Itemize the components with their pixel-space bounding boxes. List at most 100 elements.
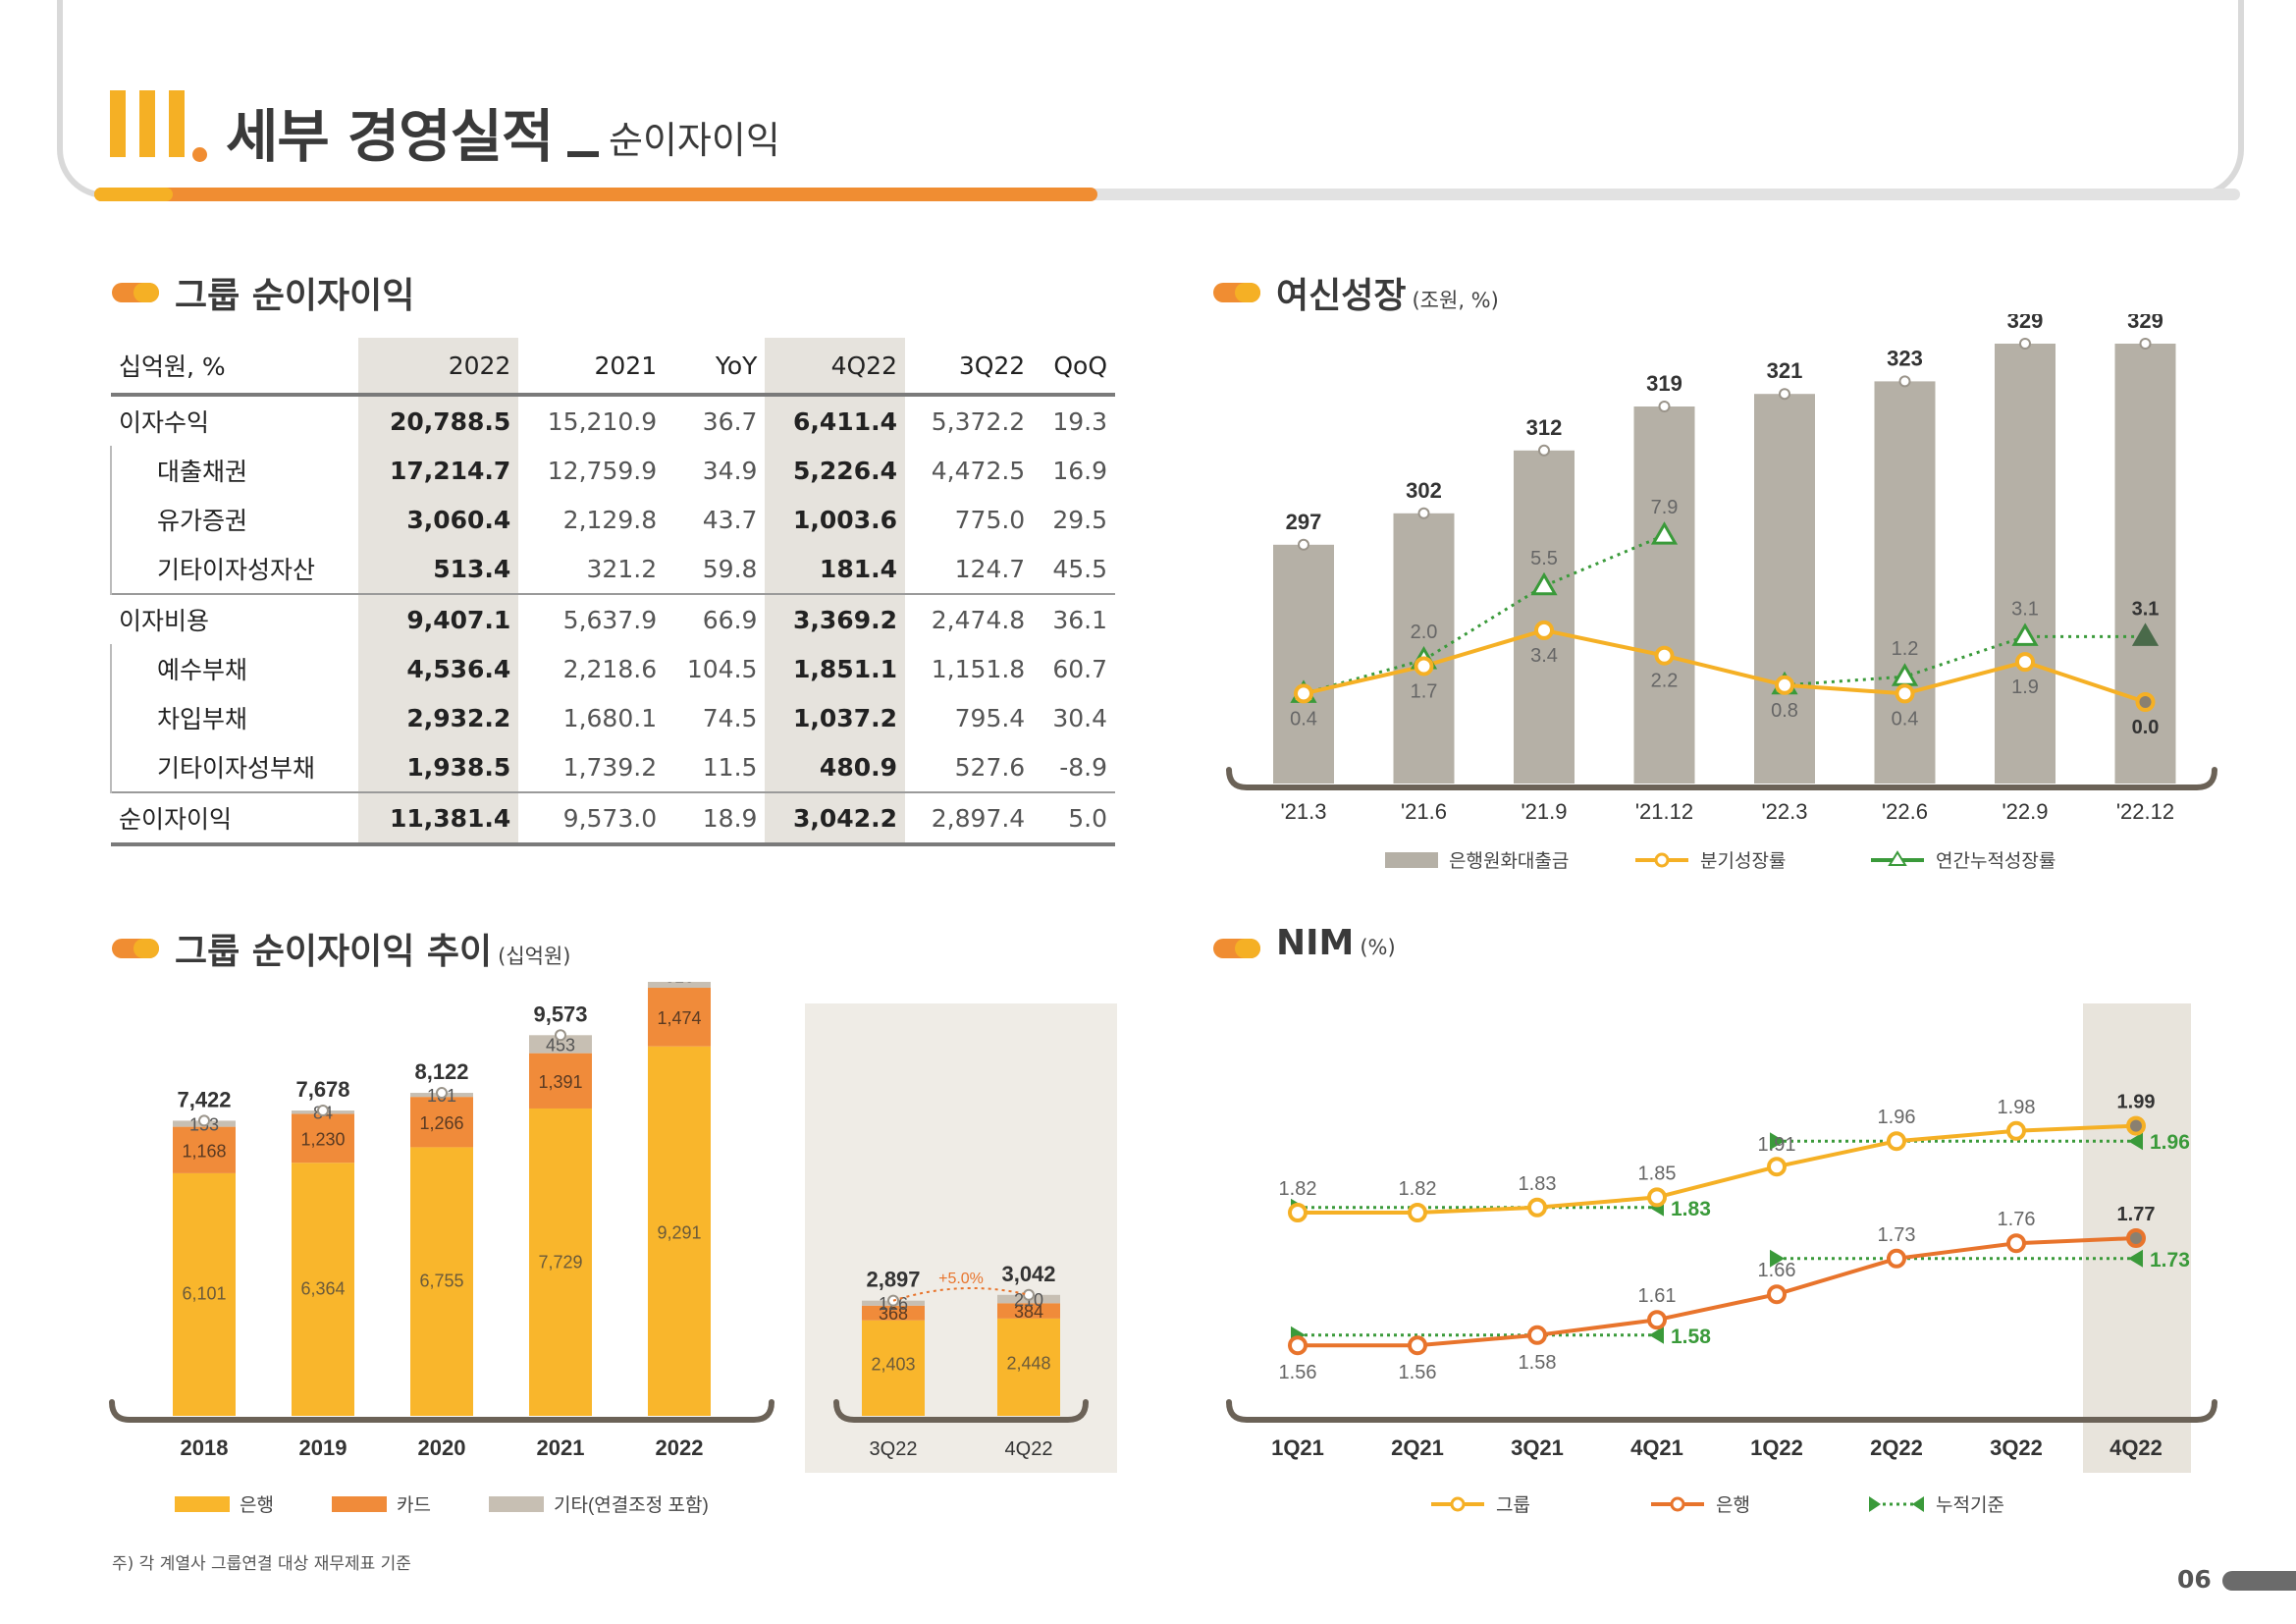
table-cell: 16.9 <box>1052 456 1107 485</box>
table-cell: 66.9 <box>665 593 766 644</box>
header-dot <box>192 147 207 162</box>
x-tick-label: '22.9 <box>2002 799 2048 824</box>
x-tick-label: 4Q21 <box>1630 1435 1683 1460</box>
legend-label: 은행원화대출금 <box>1449 850 1569 872</box>
table-cell: 18.9 <box>665 791 766 846</box>
table-cell: 59.8 <box>702 554 758 583</box>
table-cell: 513.4 <box>358 544 519 594</box>
cumulative-value: 1.96 <box>2150 1131 2190 1154</box>
table-cell: 795.4 <box>954 703 1026 732</box>
table-cell: 6,411.4 <box>765 395 905 446</box>
bank-value: 1.76 <box>1998 1209 2036 1230</box>
section-title-nii-trend: 그룹 순이자이익 추이 (십억원) <box>175 923 571 974</box>
x-tick-label: '21.6 <box>1401 799 1447 824</box>
page-indicator-bar <box>2222 1571 2296 1591</box>
table-row: 유가증권 3,060.4 2,129.8 43.7 1,003.6 775.0 29.5 <box>109 495 1115 544</box>
bank-value: 1.56 <box>1399 1362 1437 1383</box>
table-header-cell: 2021 <box>518 338 666 397</box>
table-row-label: 기타이자성부채 <box>109 742 359 792</box>
quarterly-marker <box>1775 675 1794 695</box>
page-number: 06 <box>2177 1565 2212 1594</box>
group-value: 1.82 <box>1279 1178 1317 1200</box>
total-value-label: 7,422 <box>177 1087 231 1111</box>
legend-swatch <box>175 1496 230 1512</box>
cumulative-marker <box>1649 1326 1664 1344</box>
bank-marker <box>1767 1284 1787 1305</box>
group-marker <box>1887 1131 1906 1152</box>
quarterly-value: 1.9 <box>2011 677 2039 698</box>
table-cell: 9,573.0 <box>518 791 666 846</box>
loan-bar <box>1754 394 1815 784</box>
x-tick-label: '22.6 <box>1882 799 1928 824</box>
table-cell: 5,372.2 <box>931 406 1026 436</box>
loan-bar-marker <box>1658 401 1671 412</box>
bank-value-label: 2,448 <box>1006 1353 1050 1373</box>
x-tick-label: 1Q22 <box>1750 1435 1803 1460</box>
table-cell: 4,536.4 <box>358 644 519 693</box>
table-cell: 2,129.8 <box>562 505 658 534</box>
cumulative-value: 2.0 <box>1411 622 1438 643</box>
section-title-nim: NIM (%) <box>1276 923 1396 963</box>
x-tick-label: 3Q22 <box>1990 1435 2043 1460</box>
cumulative-marker <box>2131 623 2160 646</box>
table-cell: 775.0 <box>954 505 1026 534</box>
table-cell: 2,218.6 <box>562 654 658 683</box>
total-marker <box>198 1114 210 1127</box>
table-cell: 2,932.2 <box>358 693 519 742</box>
quarterly-card-bar <box>862 1305 925 1321</box>
legend-label: 연간누적성장률 <box>1936 850 2056 872</box>
quarter-panel-bg <box>805 1003 1117 1473</box>
loan-bar <box>1995 344 2056 784</box>
table-cell: 5,226.4 <box>765 446 905 495</box>
table-cell: 15,210.9 <box>547 406 658 436</box>
cumulative-value: 1.83 <box>1671 1198 1711 1220</box>
annual-card-bar <box>648 988 711 1047</box>
cumulative-marker <box>2011 623 2039 646</box>
cumulative-marker <box>1650 521 1679 545</box>
cumulative-value: 1.73 <box>2150 1249 2190 1272</box>
bank-marker <box>1647 1310 1667 1330</box>
table-cell: 9,407.1 <box>358 593 519 644</box>
card-value-label: 1,168 <box>182 1141 226 1161</box>
annual-card-bar <box>173 1126 236 1173</box>
bank-value-label: 6,364 <box>300 1278 345 1298</box>
total-value-label: 9,573 <box>533 1001 587 1026</box>
bank-value: 1.61 <box>1638 1285 1677 1307</box>
table-cell: 20,788.5 <box>358 395 519 446</box>
table-cell: 45.5 <box>1052 554 1107 583</box>
loan-bar <box>1273 544 1334 784</box>
annual-bank-bar <box>173 1172 236 1416</box>
group-value: 1.98 <box>1998 1097 2036 1118</box>
cumulative-marker <box>1770 1249 1785 1268</box>
table-row-label: 기타이자성자산 <box>109 544 359 594</box>
quarterly-marker <box>1654 645 1675 666</box>
table-row-label: 차입부채 <box>109 693 359 742</box>
bank-value: 1.56 <box>1279 1362 1317 1383</box>
header-progress-accent <box>94 188 173 201</box>
table-cell: 36.1 <box>1033 593 1115 644</box>
quarterly-value: 0.4 <box>1290 708 1317 730</box>
table-cell: 60.7 <box>1052 654 1107 683</box>
cumulative-marker <box>1770 1132 1785 1151</box>
quarterly-marker <box>1414 656 1434 677</box>
x-tick-label: 3Q21 <box>1511 1435 1564 1460</box>
bank-marker <box>1887 1248 1906 1269</box>
cumulative-value: 3.1 <box>2011 598 2039 620</box>
legend-label: 기타(연결조정 포함) <box>554 1494 709 1516</box>
table-cell: 43.7 <box>702 505 758 534</box>
annual-other-bar <box>529 1035 592 1054</box>
table-header-cell: 2022 <box>358 338 519 397</box>
axis-baseline <box>1226 1399 2217 1423</box>
table-row-label: 순이자이익 <box>111 791 359 846</box>
total-value-label: 2,897 <box>866 1268 920 1292</box>
group-line <box>1298 1123 2137 1215</box>
loan-bar-value: 319 <box>1646 371 1682 396</box>
quarterly-value: 3.4 <box>1530 645 1558 667</box>
table-row: 순이자이익 11,381.4 9,573.0 18.9 3,042.2 2,897.4 5.… <box>111 791 1115 846</box>
card-value-label: 1,230 <box>300 1129 345 1149</box>
total-marker <box>1023 1288 1035 1301</box>
table-cell: 29.5 <box>1052 505 1107 534</box>
legend-label: 분기성장률 <box>1700 850 1786 872</box>
group-marker <box>1288 1203 1308 1222</box>
card-value-label: 384 <box>1014 1302 1043 1322</box>
